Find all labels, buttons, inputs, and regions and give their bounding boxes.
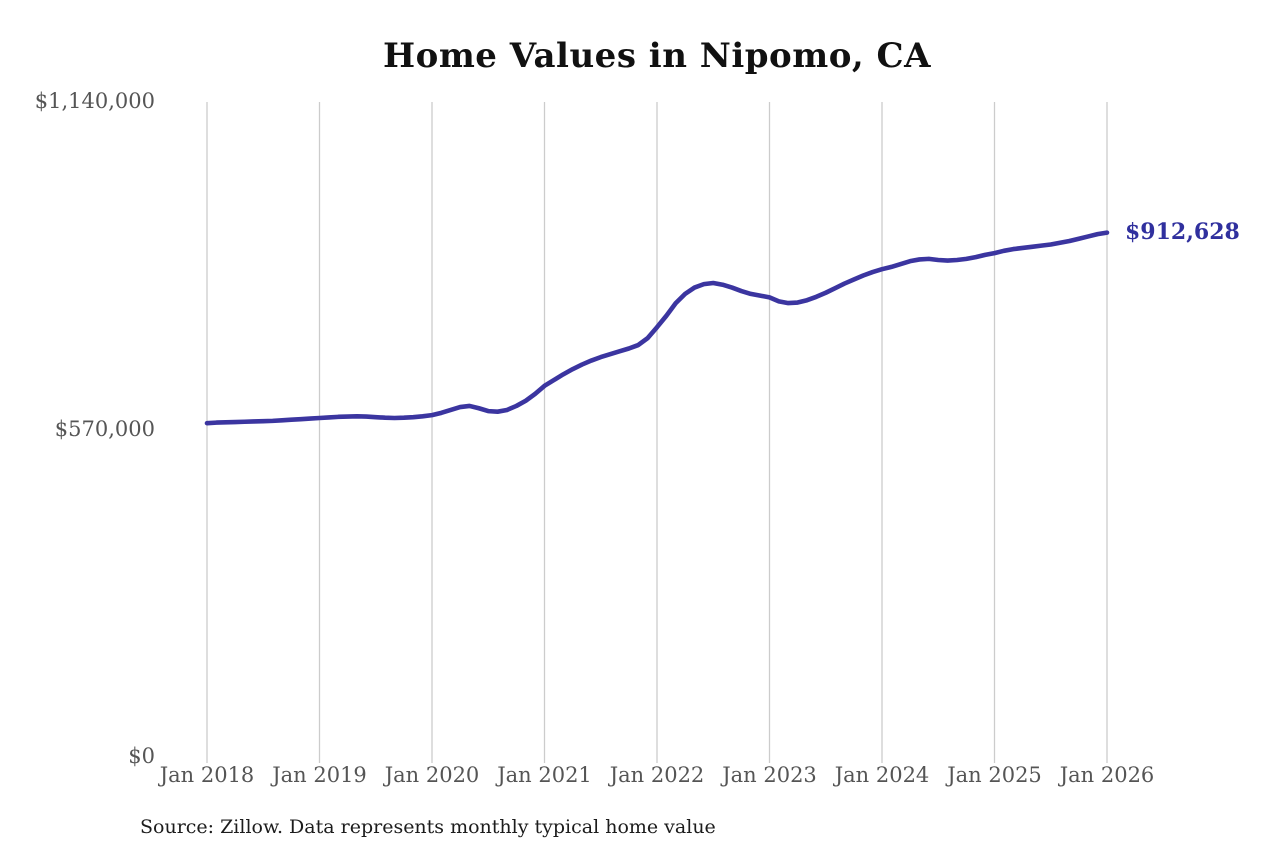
y-axis-tick-label: $0 [128, 744, 155, 768]
x-axis-tick-label: Jan 2021 [497, 763, 592, 787]
x-axis-tick-label: Jan 2019 [272, 763, 367, 787]
source-note: Source: Zillow. Data represents monthly … [140, 816, 716, 838]
value-line [204, 230, 1110, 426]
end-value-label: $912,628 [1125, 218, 1240, 245]
x-axis-tick-label: Jan 2023 [722, 763, 817, 787]
x-axis-tick-label: Jan 2025 [947, 763, 1042, 787]
x-axis-tick-label: Jan 2022 [609, 763, 705, 787]
y-axis-tick-label: $1,140,000 [34, 89, 155, 113]
x-axis-tick-label: Jan 2026 [1059, 763, 1155, 787]
x-axis-tick-label: Jan 2018 [159, 763, 255, 787]
x-axis-tick-label: Jan 2024 [834, 763, 930, 787]
chart-title: Home Values in Nipomo, CA [383, 36, 931, 76]
y-axis-tick-label: $570,000 [54, 416, 155, 441]
x-axis-tick-label: Jan 2020 [384, 763, 480, 787]
